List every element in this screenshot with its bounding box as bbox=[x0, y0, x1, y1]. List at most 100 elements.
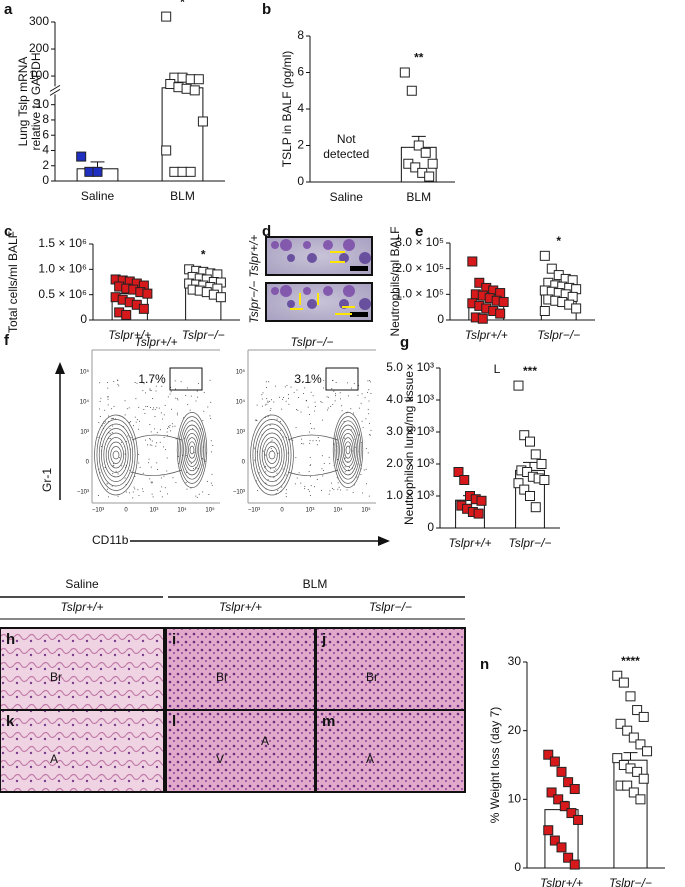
event bbox=[262, 392, 264, 394]
event bbox=[287, 397, 289, 399]
panel-letter: b bbox=[262, 1, 271, 18]
event bbox=[337, 459, 339, 461]
data-point bbox=[467, 256, 478, 267]
event bbox=[211, 484, 213, 486]
data-point bbox=[181, 83, 192, 94]
event bbox=[142, 491, 144, 493]
event bbox=[360, 402, 362, 404]
significance: ** bbox=[414, 51, 424, 65]
event bbox=[290, 386, 292, 388]
event bbox=[265, 381, 267, 383]
y-axis-label: Total cells/ml BALF bbox=[6, 231, 20, 333]
event bbox=[313, 428, 315, 430]
y-tick-label: 2 bbox=[42, 158, 49, 172]
event bbox=[169, 393, 171, 395]
event bbox=[150, 481, 152, 483]
y-tick-label: 10⁵ bbox=[236, 369, 246, 376]
event bbox=[293, 391, 295, 393]
genotype-label: Tslpr+/+ bbox=[247, 235, 261, 278]
event bbox=[163, 475, 165, 477]
event bbox=[138, 494, 140, 496]
data-point bbox=[628, 732, 639, 743]
event bbox=[107, 415, 109, 417]
event bbox=[298, 472, 300, 474]
x-tick-label: Saline bbox=[330, 190, 364, 204]
data-point bbox=[513, 380, 524, 391]
event bbox=[159, 490, 161, 492]
event bbox=[365, 418, 367, 420]
data-point bbox=[625, 691, 636, 702]
event bbox=[112, 465, 114, 467]
event bbox=[196, 390, 198, 392]
event bbox=[130, 437, 132, 439]
event bbox=[286, 384, 288, 386]
event bbox=[164, 404, 166, 406]
event bbox=[369, 434, 371, 436]
event bbox=[151, 481, 153, 483]
event bbox=[112, 417, 114, 419]
data-point bbox=[142, 288, 153, 299]
event bbox=[308, 413, 310, 415]
event bbox=[126, 408, 128, 410]
event bbox=[331, 482, 333, 484]
event bbox=[269, 409, 271, 411]
event bbox=[166, 470, 168, 472]
flow-x-label: CD11b bbox=[92, 533, 129, 547]
event bbox=[146, 406, 148, 408]
event bbox=[131, 471, 133, 473]
event bbox=[133, 486, 135, 488]
event bbox=[335, 395, 337, 397]
axis-break bbox=[49, 84, 61, 92]
event bbox=[315, 440, 317, 442]
contour bbox=[94, 414, 138, 496]
event bbox=[148, 462, 150, 464]
event bbox=[150, 466, 152, 468]
y-tick-label: 0 bbox=[297, 174, 304, 188]
tissue-label: A bbox=[50, 752, 58, 766]
y-tick-label: 0 bbox=[437, 312, 444, 326]
x-tick-label: BLM bbox=[406, 190, 431, 204]
event bbox=[295, 457, 297, 459]
y-tick-label: 0 bbox=[80, 312, 87, 326]
data-point bbox=[632, 705, 643, 716]
event bbox=[288, 403, 290, 405]
scale-bar bbox=[350, 266, 368, 271]
event bbox=[268, 381, 270, 383]
y-tick-label: 6 bbox=[42, 127, 49, 141]
event bbox=[168, 426, 170, 428]
event bbox=[262, 450, 264, 452]
event bbox=[261, 398, 263, 400]
data-point bbox=[573, 814, 584, 825]
x-tick-label: Tslpr−/− bbox=[182, 328, 225, 342]
gate-percent: 3.1% bbox=[294, 372, 322, 386]
event bbox=[110, 418, 112, 420]
event bbox=[267, 416, 269, 418]
contour bbox=[112, 450, 120, 460]
event bbox=[328, 456, 330, 458]
event bbox=[104, 409, 106, 411]
event bbox=[273, 477, 275, 479]
event bbox=[309, 442, 311, 444]
event bbox=[162, 418, 164, 420]
x-tick-label: 10⁴ bbox=[333, 507, 343, 514]
y-tick-label: 3.0 × 10³ bbox=[386, 424, 434, 438]
data-point bbox=[215, 292, 226, 303]
data-point bbox=[549, 835, 560, 846]
y-axis-label: TSLP in BALF (pg/ml) bbox=[280, 51, 294, 167]
event bbox=[168, 426, 170, 428]
event bbox=[302, 393, 304, 395]
y-tick-label: 2.0 × 10³ bbox=[386, 456, 434, 470]
data-point bbox=[563, 777, 574, 788]
contour bbox=[108, 441, 124, 469]
event bbox=[321, 455, 323, 457]
event bbox=[124, 477, 126, 479]
panel-note: L bbox=[494, 362, 501, 376]
event bbox=[308, 431, 310, 433]
data-point bbox=[635, 794, 646, 805]
event bbox=[185, 395, 187, 397]
event bbox=[265, 471, 267, 473]
event bbox=[169, 424, 171, 426]
event bbox=[285, 474, 287, 476]
event bbox=[138, 428, 140, 430]
y-axis-label: Neutrophils in lung/mg tissue bbox=[402, 371, 416, 525]
